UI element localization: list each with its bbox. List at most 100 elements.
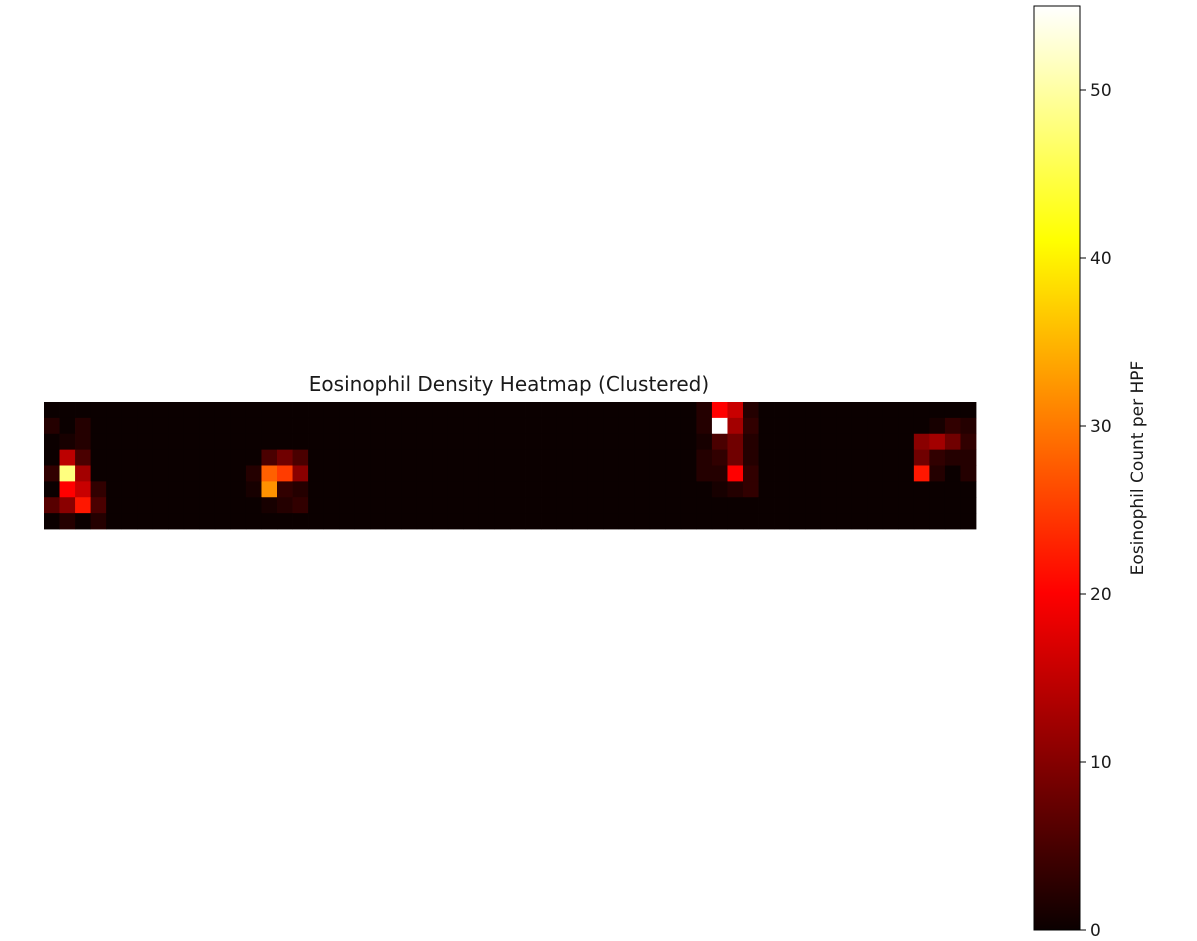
heatmap-cell (261, 481, 278, 498)
heatmap-cell (680, 513, 697, 530)
heatmap-cell (898, 449, 915, 466)
heatmap-cell (587, 402, 604, 419)
heatmap-cell (665, 402, 682, 419)
heatmap-cell (944, 497, 961, 514)
heatmap-cell (634, 449, 651, 466)
heatmap-cell (478, 433, 495, 451)
heatmap-cell (618, 481, 635, 498)
heatmap-cell (898, 481, 915, 498)
heatmap-cell (556, 513, 573, 530)
heatmap-cell (416, 513, 433, 530)
heatmap-cell (525, 449, 542, 466)
heatmap-cell (261, 497, 278, 514)
heatmap-cell (525, 417, 542, 435)
heatmap-cell (199, 402, 216, 419)
heatmap-cell (478, 513, 495, 530)
heatmap-cell (277, 417, 293, 435)
heatmap-cell (183, 433, 200, 451)
heatmap-cell (743, 417, 759, 435)
heatmap-cell (106, 402, 123, 419)
heatmap-cell (587, 513, 604, 530)
heatmap-cell (199, 513, 216, 530)
heatmap-cell (168, 497, 185, 514)
heatmap-cell (665, 465, 682, 482)
heatmap-cell (774, 497, 790, 514)
heatmap-cell (913, 497, 930, 514)
heatmap-cell (572, 402, 589, 419)
heatmap-cell (416, 402, 433, 419)
heatmap-cell (867, 513, 884, 530)
heatmap-cell (789, 465, 806, 482)
heatmap-grid (44, 402, 977, 530)
heatmap-cell (789, 417, 806, 435)
heatmap-cell (820, 481, 837, 498)
heatmap-cell (851, 417, 868, 435)
heatmap-cell (805, 513, 822, 530)
heatmap-cell (137, 417, 154, 435)
heatmap-cell (882, 402, 899, 419)
heatmap-cell (634, 402, 651, 419)
heatmap-cell (882, 481, 899, 498)
heatmap-cell (836, 465, 853, 482)
heatmap-cell (463, 449, 480, 466)
heatmap-cell (898, 402, 915, 419)
heatmap-cell (478, 497, 495, 514)
heatmap-cell (447, 497, 464, 514)
heatmap-cell (339, 433, 356, 451)
heatmap-cell (789, 497, 806, 514)
heatmap-cell (354, 417, 371, 435)
heatmap-cell (774, 417, 790, 435)
heatmap-cell (245, 417, 262, 435)
heatmap-cell (447, 465, 464, 482)
heatmap-cell (354, 497, 371, 514)
heatmap-cell (354, 481, 371, 498)
heatmap-cell (587, 465, 604, 482)
heatmap-cell (587, 481, 604, 498)
heatmap-cell (727, 417, 744, 435)
heatmap-cell (898, 513, 915, 530)
heatmap-cell (152, 402, 169, 419)
heatmap-cell (587, 449, 604, 466)
heatmap-cell (494, 449, 511, 466)
heatmap-cell (618, 449, 635, 466)
heatmap-cell (680, 481, 697, 498)
colorbar: 0 10 20 30 40 50 Eosinophil Count per HPF (1033, 5, 1148, 941)
heatmap-cell (214, 465, 231, 482)
heatmap-cell (820, 417, 837, 435)
heatmap-cell (44, 481, 60, 498)
heatmap-cell (680, 417, 697, 435)
heatmap-cell (851, 513, 868, 530)
heatmap-cell (230, 449, 247, 466)
heatmap-cell (199, 433, 216, 451)
heatmap-cell (199, 497, 216, 514)
heatmap-cell (913, 449, 930, 466)
heatmap-cell (168, 449, 185, 466)
heatmap-cell (152, 417, 169, 435)
heatmap-cell (665, 513, 682, 530)
heatmap-cell (59, 481, 76, 498)
heatmap-cell (727, 481, 744, 498)
heatmap-cell (308, 433, 324, 451)
heatmap-cell (339, 449, 356, 466)
heatmap-cell (261, 449, 278, 466)
heatmap-cell (277, 433, 293, 451)
heatmap-cell (137, 449, 154, 466)
heatmap-cell (525, 513, 542, 530)
heatmap-cell (510, 513, 526, 530)
heatmap-cell (106, 417, 123, 435)
heatmap-cell (618, 465, 635, 482)
heatmap-cell (245, 497, 262, 514)
heatmap-cell (805, 417, 822, 435)
heatmap-cell (385, 433, 402, 451)
heatmap-cell (649, 465, 666, 482)
heatmap-cell (882, 497, 899, 514)
heatmap-cell (90, 497, 107, 514)
heatmap-cell (323, 481, 340, 498)
heatmap-cell (292, 402, 309, 419)
heatmap-cell (463, 513, 480, 530)
heatmap-cell (75, 433, 91, 451)
heatmap-cell (230, 513, 247, 530)
heatmap-cell (245, 433, 262, 451)
heatmap-cell (696, 481, 713, 498)
heatmap-cell (323, 417, 340, 435)
